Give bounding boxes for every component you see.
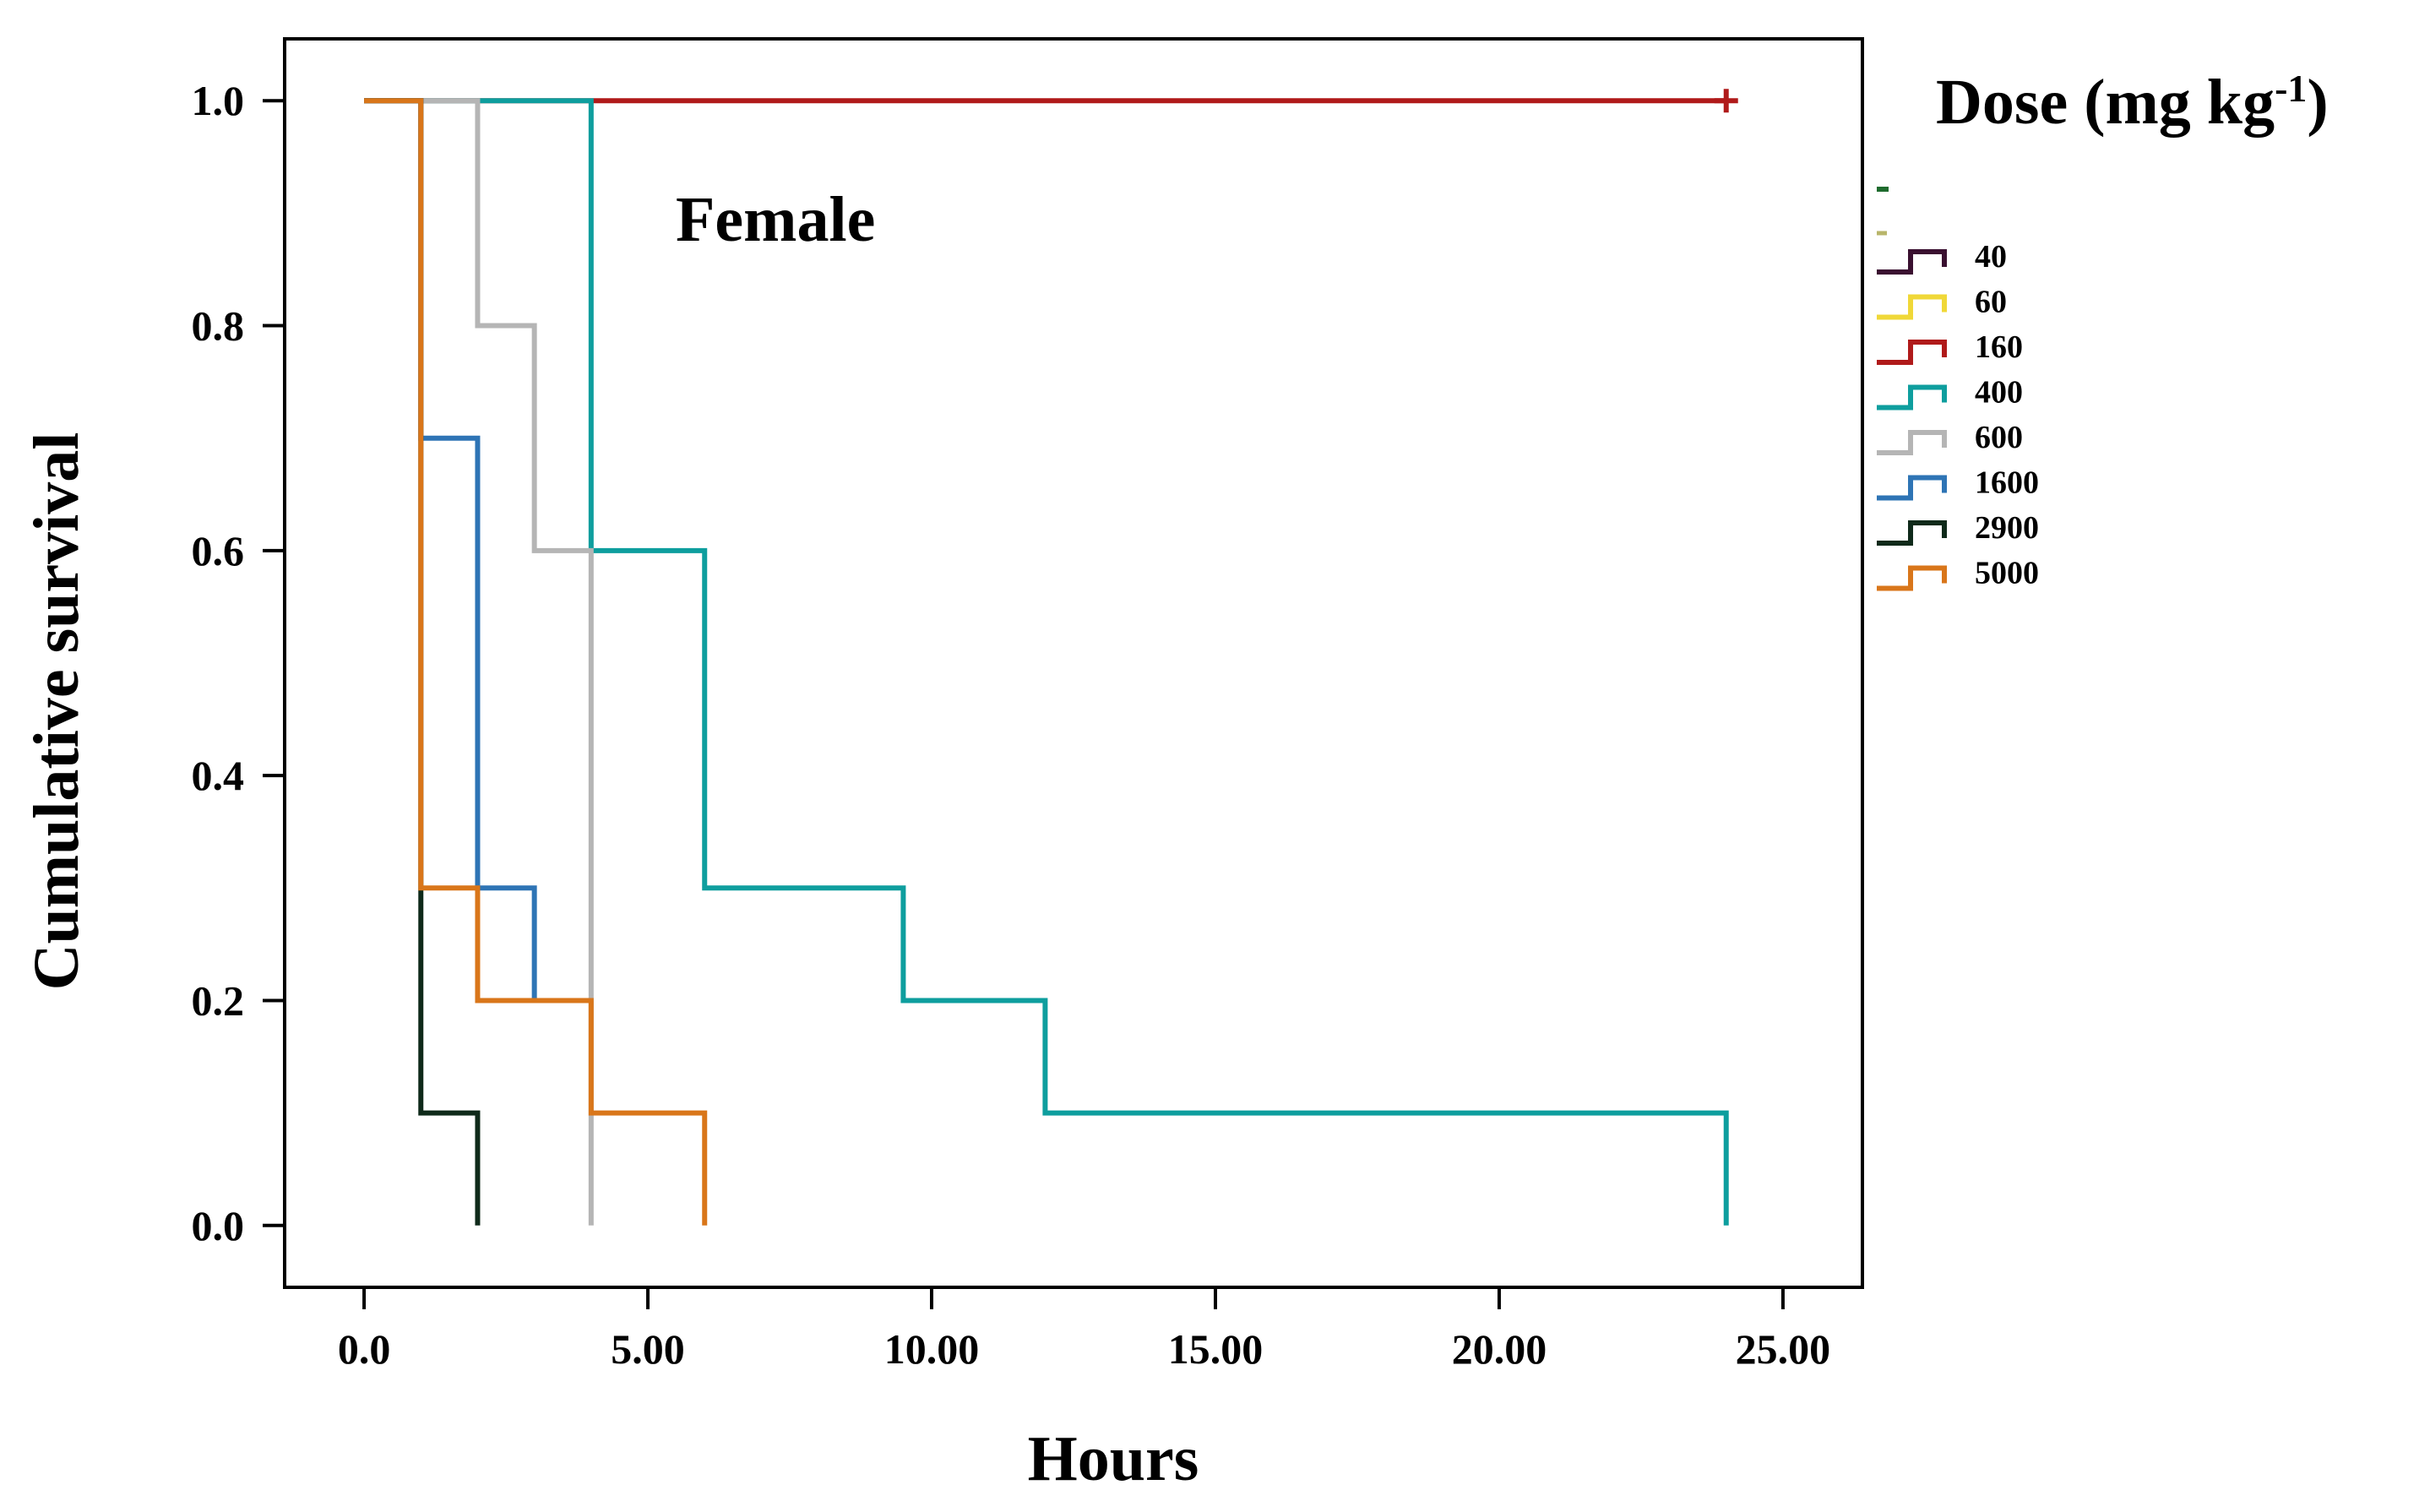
legend-title: Dose (mg kg-1) [1936, 67, 2329, 138]
legend-key [1877, 249, 1947, 275]
plot-frame [283, 37, 1864, 1289]
y-tick-label: 0.2 [192, 976, 245, 1024]
legend-label: 160 [1975, 329, 2023, 365]
survival-curve-400 [364, 98, 1729, 1226]
axis-ticks: 0.0 5.00 10.00 15.00 20.00 25.00 0.0 0.2 0.4 0.6 0… [192, 77, 1831, 1373]
x-tick-label: 15.00 [1168, 1325, 1264, 1373]
legend-key [1877, 294, 1947, 320]
legend-label: 600 [1975, 420, 2023, 455]
legend-key [1877, 475, 1947, 501]
legend-label: 40 [1975, 239, 2007, 275]
legend: 40 60 160 400 600 1600 2900 5000 [1877, 187, 2039, 591]
series-lines [364, 89, 1738, 1226]
y-tick-label: 0.6 [192, 527, 245, 574]
x-tick-label: 10.00 [884, 1325, 980, 1373]
legend-label: 2900 [1975, 510, 2039, 546]
survival-curve-5000 [364, 98, 708, 1226]
legend-label: 60 [1975, 285, 2007, 320]
x-tick-label: 5.00 [611, 1325, 685, 1373]
legend-key [1877, 565, 1947, 591]
y-tick-label: 0.0 [192, 1202, 245, 1249]
legend-label: 5000 [1975, 556, 2039, 591]
y-tick-label: 0.8 [192, 302, 245, 350]
survival-curve-1600 [364, 98, 537, 1001]
y-tick-label: 0.4 [192, 752, 245, 799]
legend-key [1877, 340, 1947, 365]
x-axis-title: Hours [1028, 1423, 1199, 1494]
panel-annotation: Female [676, 184, 875, 255]
y-tick-label: 1.0 [192, 77, 245, 124]
legend-label: 1600 [1975, 465, 2039, 501]
survival-curve-600 [364, 98, 594, 1226]
x-tick-label: 25.00 [1736, 1325, 1831, 1373]
x-tick-label: 20.00 [1452, 1325, 1547, 1373]
legend-label: 400 [1975, 375, 2023, 411]
legend-key [1877, 430, 1947, 455]
legend-key [1877, 520, 1947, 546]
x-tick-label: 0.0 [338, 1325, 391, 1373]
legend-key [1877, 384, 1947, 411]
y-axis-title: Cumulative survival [21, 432, 92, 991]
censor-mark [1714, 89, 1738, 113]
